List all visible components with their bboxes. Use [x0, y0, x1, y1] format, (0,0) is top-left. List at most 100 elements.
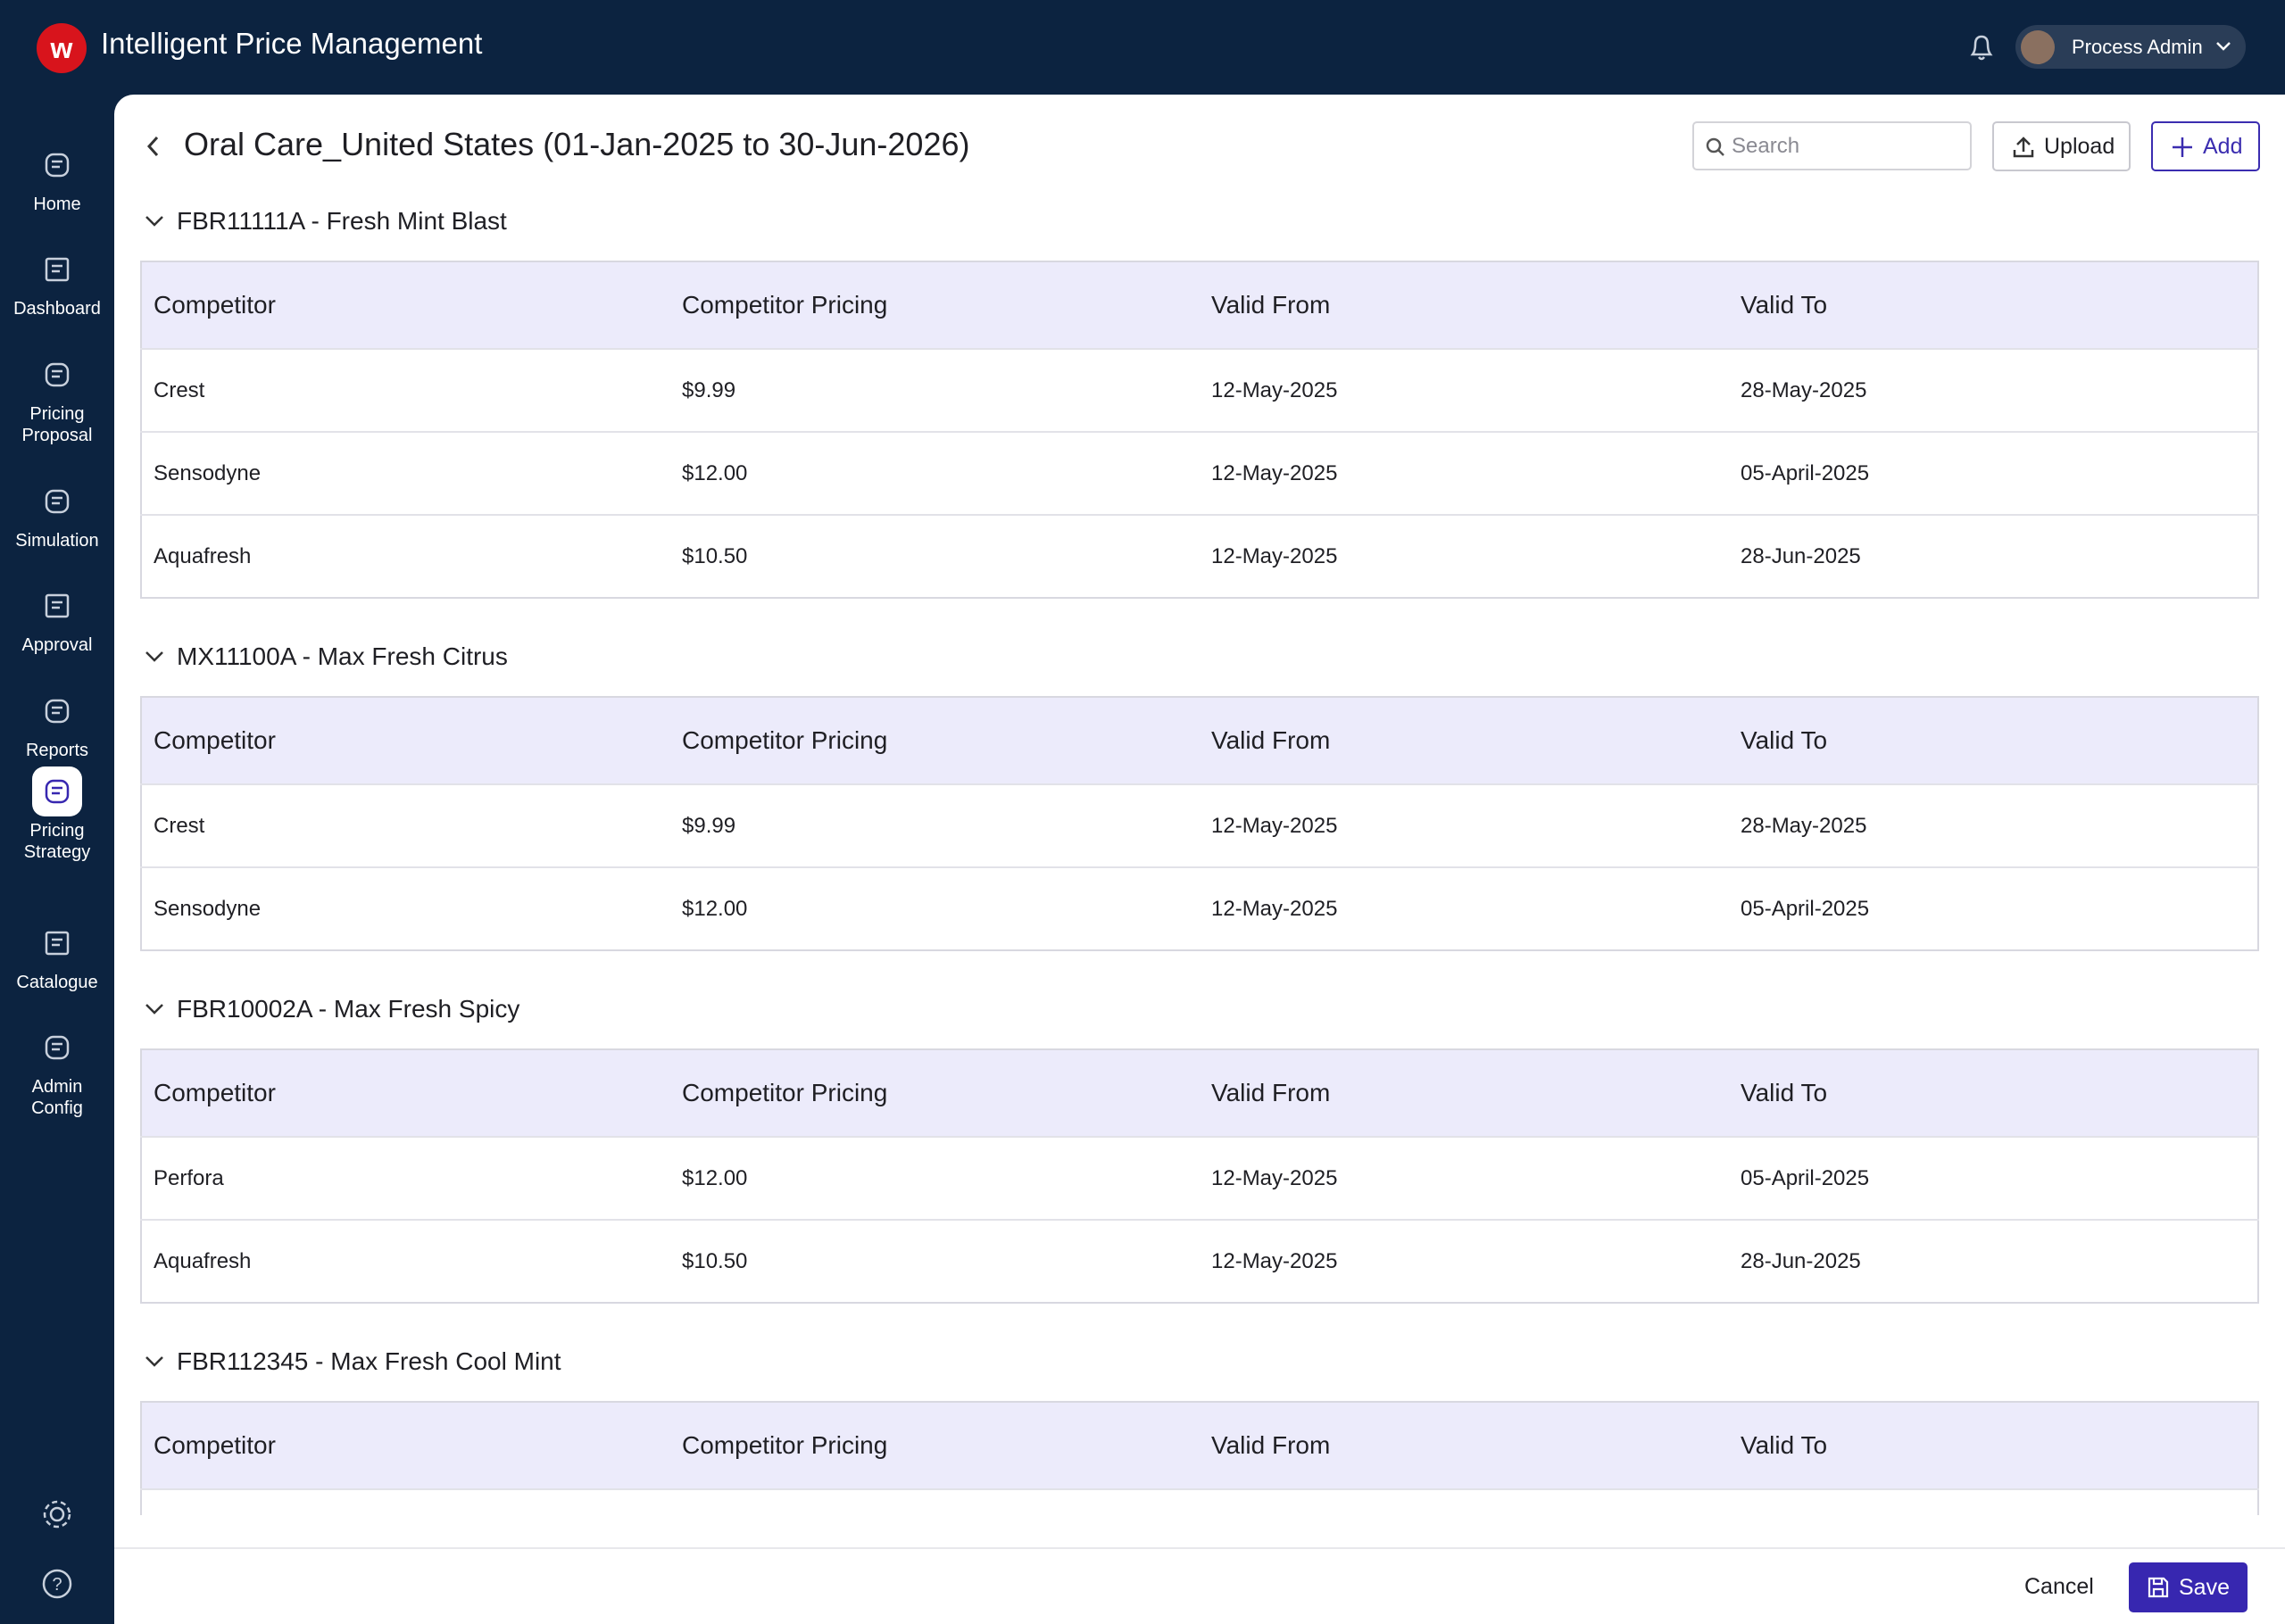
nav-icon	[32, 1023, 82, 1073]
nav-item[interactable]: Pricing Proposal	[0, 350, 114, 446]
icon	[45, 699, 70, 724]
main-panel: Oral Care_United States (01-Jan-2025 to …	[114, 95, 2285, 1624]
back-button[interactable]	[145, 134, 162, 159]
column-header: Valid To	[1729, 1049, 2258, 1137]
icon	[45, 153, 70, 178]
column-header: Competitor Pricing	[670, 1049, 1200, 1137]
column-header: Valid To	[1729, 1402, 2258, 1489]
competitor-table: Competitor Competitor Pricing Valid From Va…	[140, 1048, 2259, 1304]
sidebar: ? Home Dashboard Pricing Proposal Simulatio…	[0, 95, 114, 1624]
group-header[interactable]: FBR112345 - Max Fresh Cool Mint	[114, 1322, 2285, 1401]
search-box[interactable]: Search	[1692, 121, 1972, 170]
cell: $9.99	[670, 783, 1200, 867]
nav-item[interactable]: Catalogue	[0, 918, 114, 993]
nav-label: Home	[33, 195, 81, 214]
cell: 12-May-2025	[1200, 514, 1729, 598]
collapse-chevron[interactable]	[145, 1355, 164, 1369]
icon	[45, 931, 70, 956]
nav-label: Admin Config	[31, 1077, 83, 1118]
competitor-table: Competitor Competitor Pricing Valid From Va…	[140, 1401, 2259, 1515]
nav-label: Reports	[25, 741, 89, 760]
nav-icon	[32, 476, 82, 526]
cell: 12-May-2025	[1200, 1136, 1729, 1220]
svg-text:?: ?	[52, 1575, 62, 1595]
collapse-chevron[interactable]	[145, 650, 164, 664]
cell: Crest	[141, 348, 670, 432]
nav-icon	[32, 140, 82, 190]
header-row: Competitor Competitor Pricing Valid From Va…	[141, 1049, 2258, 1137]
nav-icon	[32, 350, 82, 400]
icon	[45, 1035, 70, 1060]
nav-label: Approval	[21, 635, 93, 655]
logo: w	[37, 23, 87, 73]
user-menu[interactable]: Process Admin	[2015, 25, 2246, 69]
nav-icon	[32, 766, 82, 816]
column-header: Competitor	[141, 1049, 670, 1137]
icon	[45, 362, 70, 387]
spacer	[114, 599, 2285, 617]
nav-label: Pricing Strategy	[23, 821, 91, 862]
group-header[interactable]: MX11100A - Max Fresh Citrus	[114, 617, 2285, 696]
cell: 12-May-2025	[1200, 783, 1729, 867]
column-header: Valid From	[1200, 261, 1729, 349]
column-header: Competitor Pricing	[670, 1402, 1200, 1489]
cell: 12-May-2025	[1200, 1488, 1729, 1515]
cell: Sensodyne	[141, 431, 670, 515]
save-button[interactable]: Save	[2129, 1562, 2248, 1612]
cell: $9.99	[670, 348, 1200, 432]
group-title: FBR10002A - Max Fresh Spicy	[177, 995, 520, 1023]
cell: 28-May-2025	[1729, 783, 2258, 867]
cancel-button[interactable]: Cancel	[2024, 1574, 2094, 1599]
cell: 28-May-2025	[1729, 1488, 2258, 1515]
save-icon	[2148, 1577, 2169, 1598]
cell: 12-May-2025	[1200, 866, 1729, 950]
column-header: Valid From	[1200, 697, 1729, 784]
cell: 12-May-2025	[1200, 1219, 1729, 1303]
bell-icon[interactable]	[1967, 32, 1996, 62]
nav-item[interactable]: Admin Config	[0, 1023, 114, 1119]
table-row: Aquafresh $10.50 12-May-2025 28-Jun-2025	[141, 1219, 2258, 1303]
group-header[interactable]: FBR10002A - Max Fresh Spicy	[114, 970, 2285, 1048]
table-row: Sensodyne $12.00 12-May-2025 05-April-2025	[141, 431, 2258, 515]
add-button[interactable]: Add	[2151, 121, 2260, 171]
cell: $10.50	[670, 1219, 1200, 1303]
nav-item[interactable]: Pricing Strategy	[0, 766, 114, 863]
collapse-chevron[interactable]	[145, 214, 164, 228]
icon	[45, 489, 70, 514]
nav-label: Dashboard	[13, 299, 101, 319]
group-header[interactable]: FBR11111A - Fresh Mint Blast	[114, 182, 2285, 261]
nav-item[interactable]: Reports	[0, 686, 114, 761]
cell: Sensodyne	[141, 866, 670, 950]
column-header: Competitor Pricing	[670, 697, 1200, 784]
nav-item[interactable]: Home	[0, 140, 114, 215]
upload-button[interactable]: Upload	[1992, 121, 2131, 171]
nav-label: Simulation	[15, 531, 99, 551]
table-row: Sensodyne $12.00 12-May-2025 05-April-2025	[141, 866, 2258, 950]
nav-item[interactable]: Simulation	[0, 476, 114, 551]
column-header: Valid To	[1729, 697, 2258, 784]
cell: Perfora	[141, 1136, 670, 1220]
nav-item[interactable]: Approval	[0, 581, 114, 656]
cell: $9.99	[670, 1488, 1200, 1515]
user-name: Process Admin	[2072, 36, 2203, 58]
cell: 28-Jun-2025	[1729, 514, 2258, 598]
group-title: FBR112345 - Max Fresh Cool Mint	[177, 1347, 561, 1375]
nav-icon	[32, 581, 82, 631]
competitor-table: Competitor Competitor Pricing Valid From Va…	[140, 696, 2259, 951]
cell: Aquafresh	[141, 514, 670, 598]
help-icon[interactable]: ?	[41, 1568, 73, 1600]
nav-item[interactable]: Dashboard	[0, 244, 114, 319]
cell: 05-April-2025	[1729, 1136, 2258, 1220]
cell: 28-May-2025	[1729, 348, 2258, 432]
header-row: Competitor Competitor Pricing Valid From Va…	[141, 697, 2258, 784]
footer: Cancel Save	[114, 1547, 2285, 1624]
add-icon	[2173, 137, 2192, 157]
groups-list: FBR11111A - Fresh Mint Blast Competitor Co…	[114, 182, 2285, 1515]
icon	[45, 779, 70, 804]
settings-icon[interactable]	[41, 1498, 73, 1530]
collapse-chevron[interactable]	[145, 1002, 164, 1016]
cell: $12.00	[670, 866, 1200, 950]
